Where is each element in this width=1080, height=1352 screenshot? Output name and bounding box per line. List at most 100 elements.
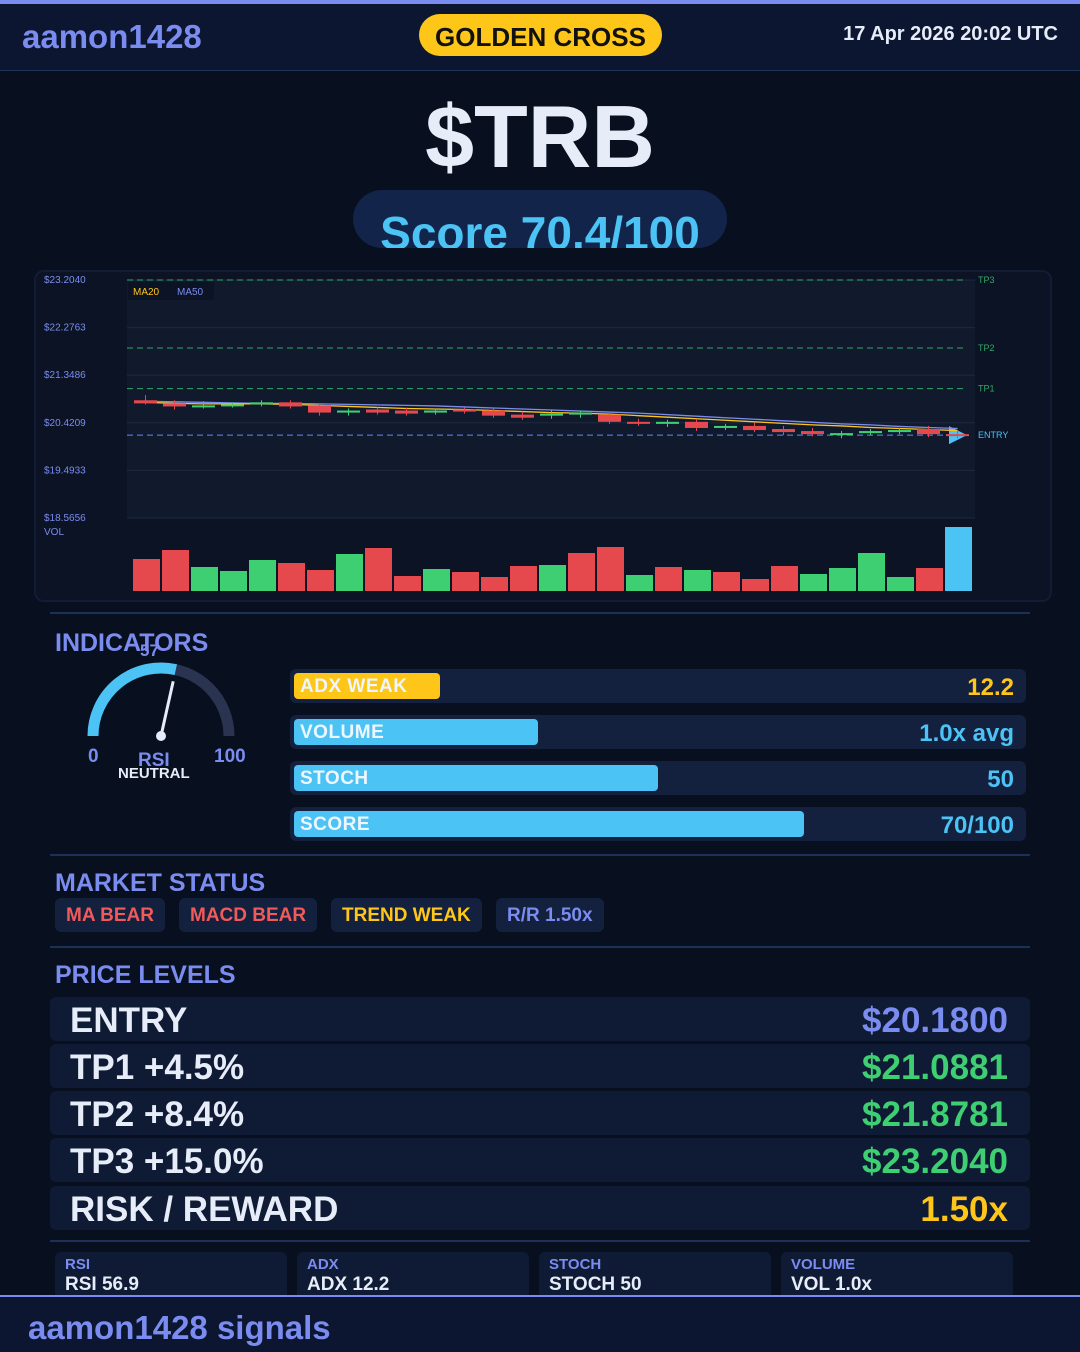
candle-body: [569, 412, 592, 415]
rsi-max: 100: [214, 746, 246, 767]
candle-body: [801, 431, 824, 435]
rsi-gauge: 57 0 100 RSI NEUTRAL: [80, 641, 250, 790]
volume-bar: [452, 572, 479, 591]
volume-bar: [336, 554, 363, 591]
candle-body: [743, 425, 766, 431]
volume-bar: [220, 571, 247, 591]
indicators-title: INDICATORS: [55, 629, 209, 657]
candle-body: [772, 429, 795, 433]
volume-bar: [829, 568, 856, 591]
candle-body: [163, 403, 186, 407]
candle-body: [656, 421, 679, 424]
indicator-bar-stoch: STOCH 50: [290, 761, 1026, 795]
ticker-symbol: $TRB: [425, 87, 655, 186]
volume-bar: [133, 559, 160, 591]
candle-body: [424, 410, 447, 413]
bar-fill: [294, 811, 804, 837]
separator: [50, 854, 1030, 856]
level-label-tp3: TP3: [978, 275, 995, 285]
stat-card-rsi: RSI RSI 56.9: [55, 1252, 287, 1300]
candle-body: [308, 405, 331, 413]
bar-value: 50: [987, 766, 1014, 793]
timestamp: 17 Apr 2026 20:02 UTC: [843, 23, 1058, 45]
status-chip-rr: R/R 1.50x: [496, 898, 604, 932]
plot-area: [127, 280, 975, 518]
indicator-bar-score: SCORE 70/100: [290, 807, 1026, 841]
level-name: TP3 +15.0%: [70, 1142, 264, 1181]
y-tick-label: $23.2040: [44, 275, 86, 286]
candle-body: [192, 405, 215, 408]
level-name: TP1 +4.5%: [70, 1048, 245, 1087]
card-value: VOL 1.0x: [791, 1274, 872, 1295]
gauge-fill: [87, 662, 177, 737]
footer: aamon1428 signals: [0, 1295, 1080, 1352]
volume-bar: [713, 572, 740, 591]
bar-value: 12.2: [967, 674, 1014, 701]
separator: [50, 1240, 1030, 1242]
price-level-tp1: TP1 +4.5% $21.0881: [50, 1044, 1030, 1088]
card-value: STOCH 50: [549, 1274, 642, 1295]
status-chip-ma: MA BEAR: [55, 898, 165, 932]
candle-body: [685, 421, 708, 428]
gauge-track: [87, 662, 235, 737]
gauge-hub: [156, 731, 166, 741]
volume-bar: [423, 569, 450, 591]
bar-label: SCORE: [300, 814, 371, 835]
price-levels-title: PRICE LEVELS: [55, 961, 236, 989]
volume-bar: [800, 574, 827, 591]
separator: [50, 946, 1030, 948]
card-value: RSI 56.9: [65, 1274, 139, 1295]
level-name: RISK / REWARD: [70, 1190, 339, 1229]
stat-card-volume: VOLUME VOL 1.0x: [781, 1252, 1013, 1300]
level-label-entry: ENTRY: [978, 430, 1008, 440]
header: aamon1428 GOLDEN CROSS 17 Apr 2026 20:02…: [0, 4, 1080, 71]
volume-bar: [510, 566, 537, 591]
price-chart: TP3 TP2 TP1 ENTRY $23.2040 $22.2763 $21.3486 $…: [34, 270, 1052, 602]
candle-body: [511, 414, 534, 418]
y-tick-label: $21.3486: [44, 370, 86, 381]
level-value: $21.8781: [862, 1095, 1008, 1134]
y-tick-label: $20.4209: [44, 418, 86, 429]
candle-body: [279, 402, 302, 407]
separator: [50, 612, 1030, 614]
level-label-tp1: TP1: [978, 384, 995, 394]
volume-bar: [162, 550, 189, 591]
rsi-min: 0: [88, 746, 99, 767]
bar-value: 70/100: [940, 812, 1014, 839]
footer-text: aamon1428 signals: [28, 1309, 331, 1346]
stat-card-stoch: STOCH STOCH 50: [539, 1252, 771, 1300]
candle-body: [627, 421, 650, 424]
indicator-bar-adx: ADX WEAK 12.2: [290, 669, 1026, 703]
bar-label: ADX WEAK: [300, 676, 408, 697]
volume-bar: [568, 553, 595, 591]
volume-bar: [278, 563, 305, 591]
level-value: $20.1800: [862, 1001, 1008, 1040]
volume-bar: [945, 527, 972, 591]
indicator-bar-volume: VOLUME 1.0x avg: [290, 715, 1026, 749]
score-pill: Score 70.4/100: [353, 190, 727, 248]
volume-bar: [365, 548, 392, 591]
volume-bar: [191, 567, 218, 591]
brand-name: aamon1428: [22, 18, 202, 55]
rsi-label: RSI: [138, 750, 170, 771]
candle-body: [714, 425, 737, 428]
level-value: 1.50x: [920, 1190, 1008, 1229]
chart-svg: TP3 TP2 TP1 ENTRY $23.2040 $22.2763 $21.3486 $…: [44, 275, 1008, 591]
top-accent-line: [0, 0, 1080, 4]
rsi-value: 57: [140, 641, 159, 660]
card-label: RSI: [65, 1256, 91, 1273]
stat-card-adx: ADX ADX 12.2: [297, 1252, 529, 1300]
candle-body: [598, 414, 621, 422]
price-level-tp2: TP2 +8.4% $21.8781: [50, 1091, 1030, 1135]
level-value: $23.2040: [862, 1142, 1008, 1181]
candle-body: [395, 410, 418, 414]
legend-ma20: MA20: [133, 287, 160, 298]
bar-label: STOCH: [300, 768, 369, 789]
volume-bar: [771, 566, 798, 591]
candle-body: [946, 434, 969, 437]
candle-body: [337, 410, 360, 413]
candle-body: [540, 413, 563, 416]
candle-body: [221, 404, 244, 407]
candle-body: [453, 409, 476, 412]
level-value: $21.0881: [862, 1048, 1008, 1087]
